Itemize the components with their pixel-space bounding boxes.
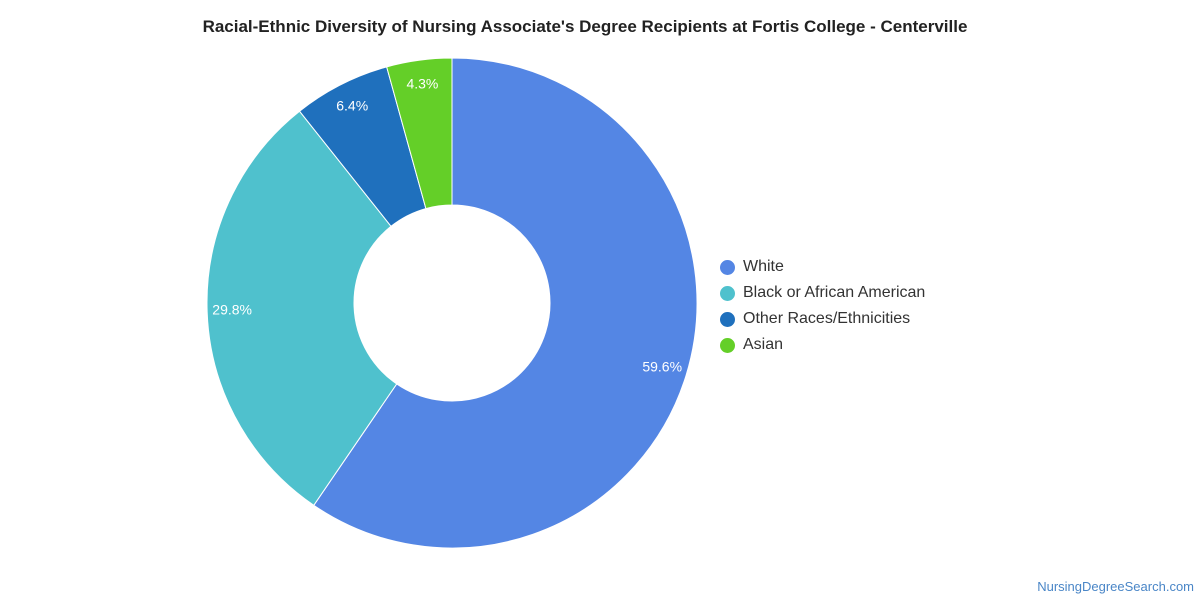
legend-swatch [720, 285, 735, 301]
legend-swatch [720, 337, 735, 353]
data-label-asian: 4.3% [406, 76, 438, 92]
data-label-white: 59.6% [642, 359, 682, 375]
legend-item-other-races-ethnicities[interactable]: Other Races/Ethnicities [720, 306, 925, 332]
data-label-black-or-african-american: 29.8% [212, 302, 252, 318]
legend-label: Other Races/Ethnicities [743, 310, 911, 327]
legend-swatch [720, 311, 735, 327]
legend-item-asian[interactable]: Asian [720, 332, 925, 358]
chart-legend: White Black or African American Other Race… [720, 254, 925, 358]
legend-label: Black or African American [743, 284, 926, 301]
slice-asian[interactable] [386, 57, 453, 210]
legend-item-white[interactable]: White [720, 254, 925, 280]
source-link[interactable]: NursingDegreeSearch.com [1037, 579, 1194, 594]
data-label-other-races-ethnicities: 6.4% [336, 98, 368, 114]
legend-label: White [743, 258, 784, 275]
slice-black-or-african-american[interactable] [206, 110, 398, 506]
legend-swatch [720, 259, 735, 275]
legend-item-black-or-african-american[interactable]: Black or African American [720, 280, 925, 306]
slice-white[interactable] [313, 57, 698, 549]
legend-label: Asian [743, 336, 784, 353]
chart-title: Racial-Ethnic Diversity of Nursing Assoc… [202, 17, 968, 36]
